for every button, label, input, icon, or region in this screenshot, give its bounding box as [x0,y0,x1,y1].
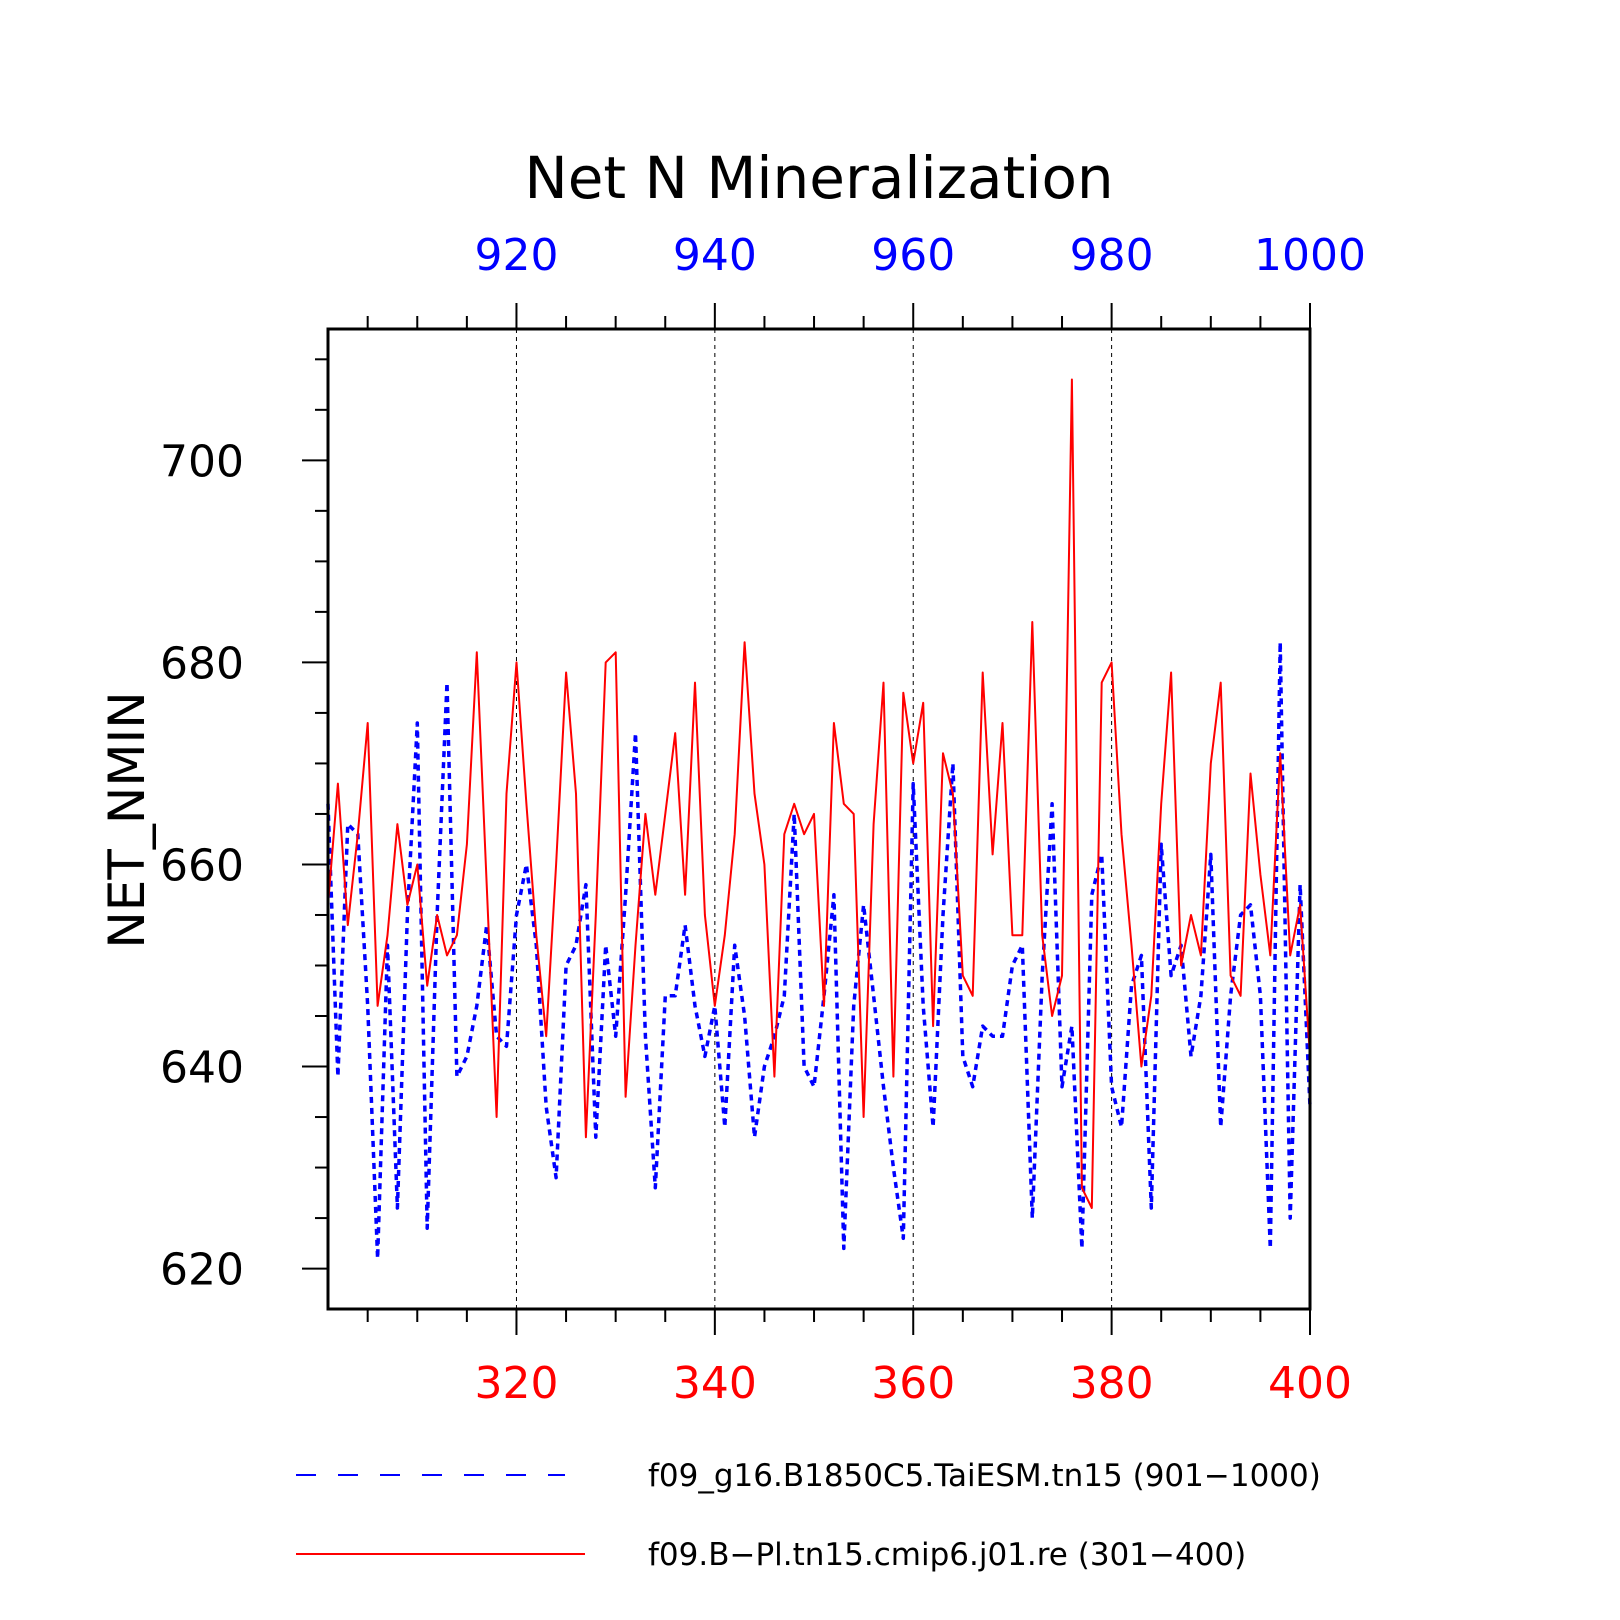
x-top-tick-label: 920 [474,230,558,281]
series-line-blue-dashed [326,640,1312,1261]
legend-label-blue: f09_g16.B1850C5.TaiESM.tn15 (901−1000) [648,1458,1321,1494]
legend: f09_g16.B1850C5.TaiESM.tn15 (901−1000) f… [296,1458,1321,1573]
y-tick-label: 660 [160,840,244,891]
plot-frame [326,327,1312,1311]
y-tick-label: 680 [160,638,244,689]
series-lines [326,378,1312,1261]
y-tick-label: 700 [160,436,244,487]
y-axis-label: NET_NMIN [98,691,156,948]
x-bottom-tick-label: 360 [871,1358,955,1409]
tick-labels: 320 340 360 380 400 920 940 960 980 1000 620 640 660… [160,230,1366,1409]
axis-ticks [302,303,1311,1335]
y-tick-label: 640 [160,1043,244,1094]
x-top-tick-label: 960 [871,230,955,281]
x-bottom-tick-label: 380 [1070,1358,1154,1409]
x-top-tick-label: 1000 [1254,230,1366,281]
legend-label-red: f09.B−Pl.tn15.cmip6.j01.re (301−400) [648,1537,1246,1573]
chart-title: Net N Mineralization [524,144,1113,212]
x-top-tick-label: 940 [673,230,757,281]
x-bottom-tick-label: 400 [1268,1358,1352,1409]
series-line-red-solid [327,378,1311,1209]
x-bottom-tick-label: 340 [673,1358,757,1409]
x-top-tick-label: 980 [1070,230,1154,281]
y-tick-label: 620 [160,1245,244,1296]
x-bottom-tick-label: 320 [474,1358,558,1409]
